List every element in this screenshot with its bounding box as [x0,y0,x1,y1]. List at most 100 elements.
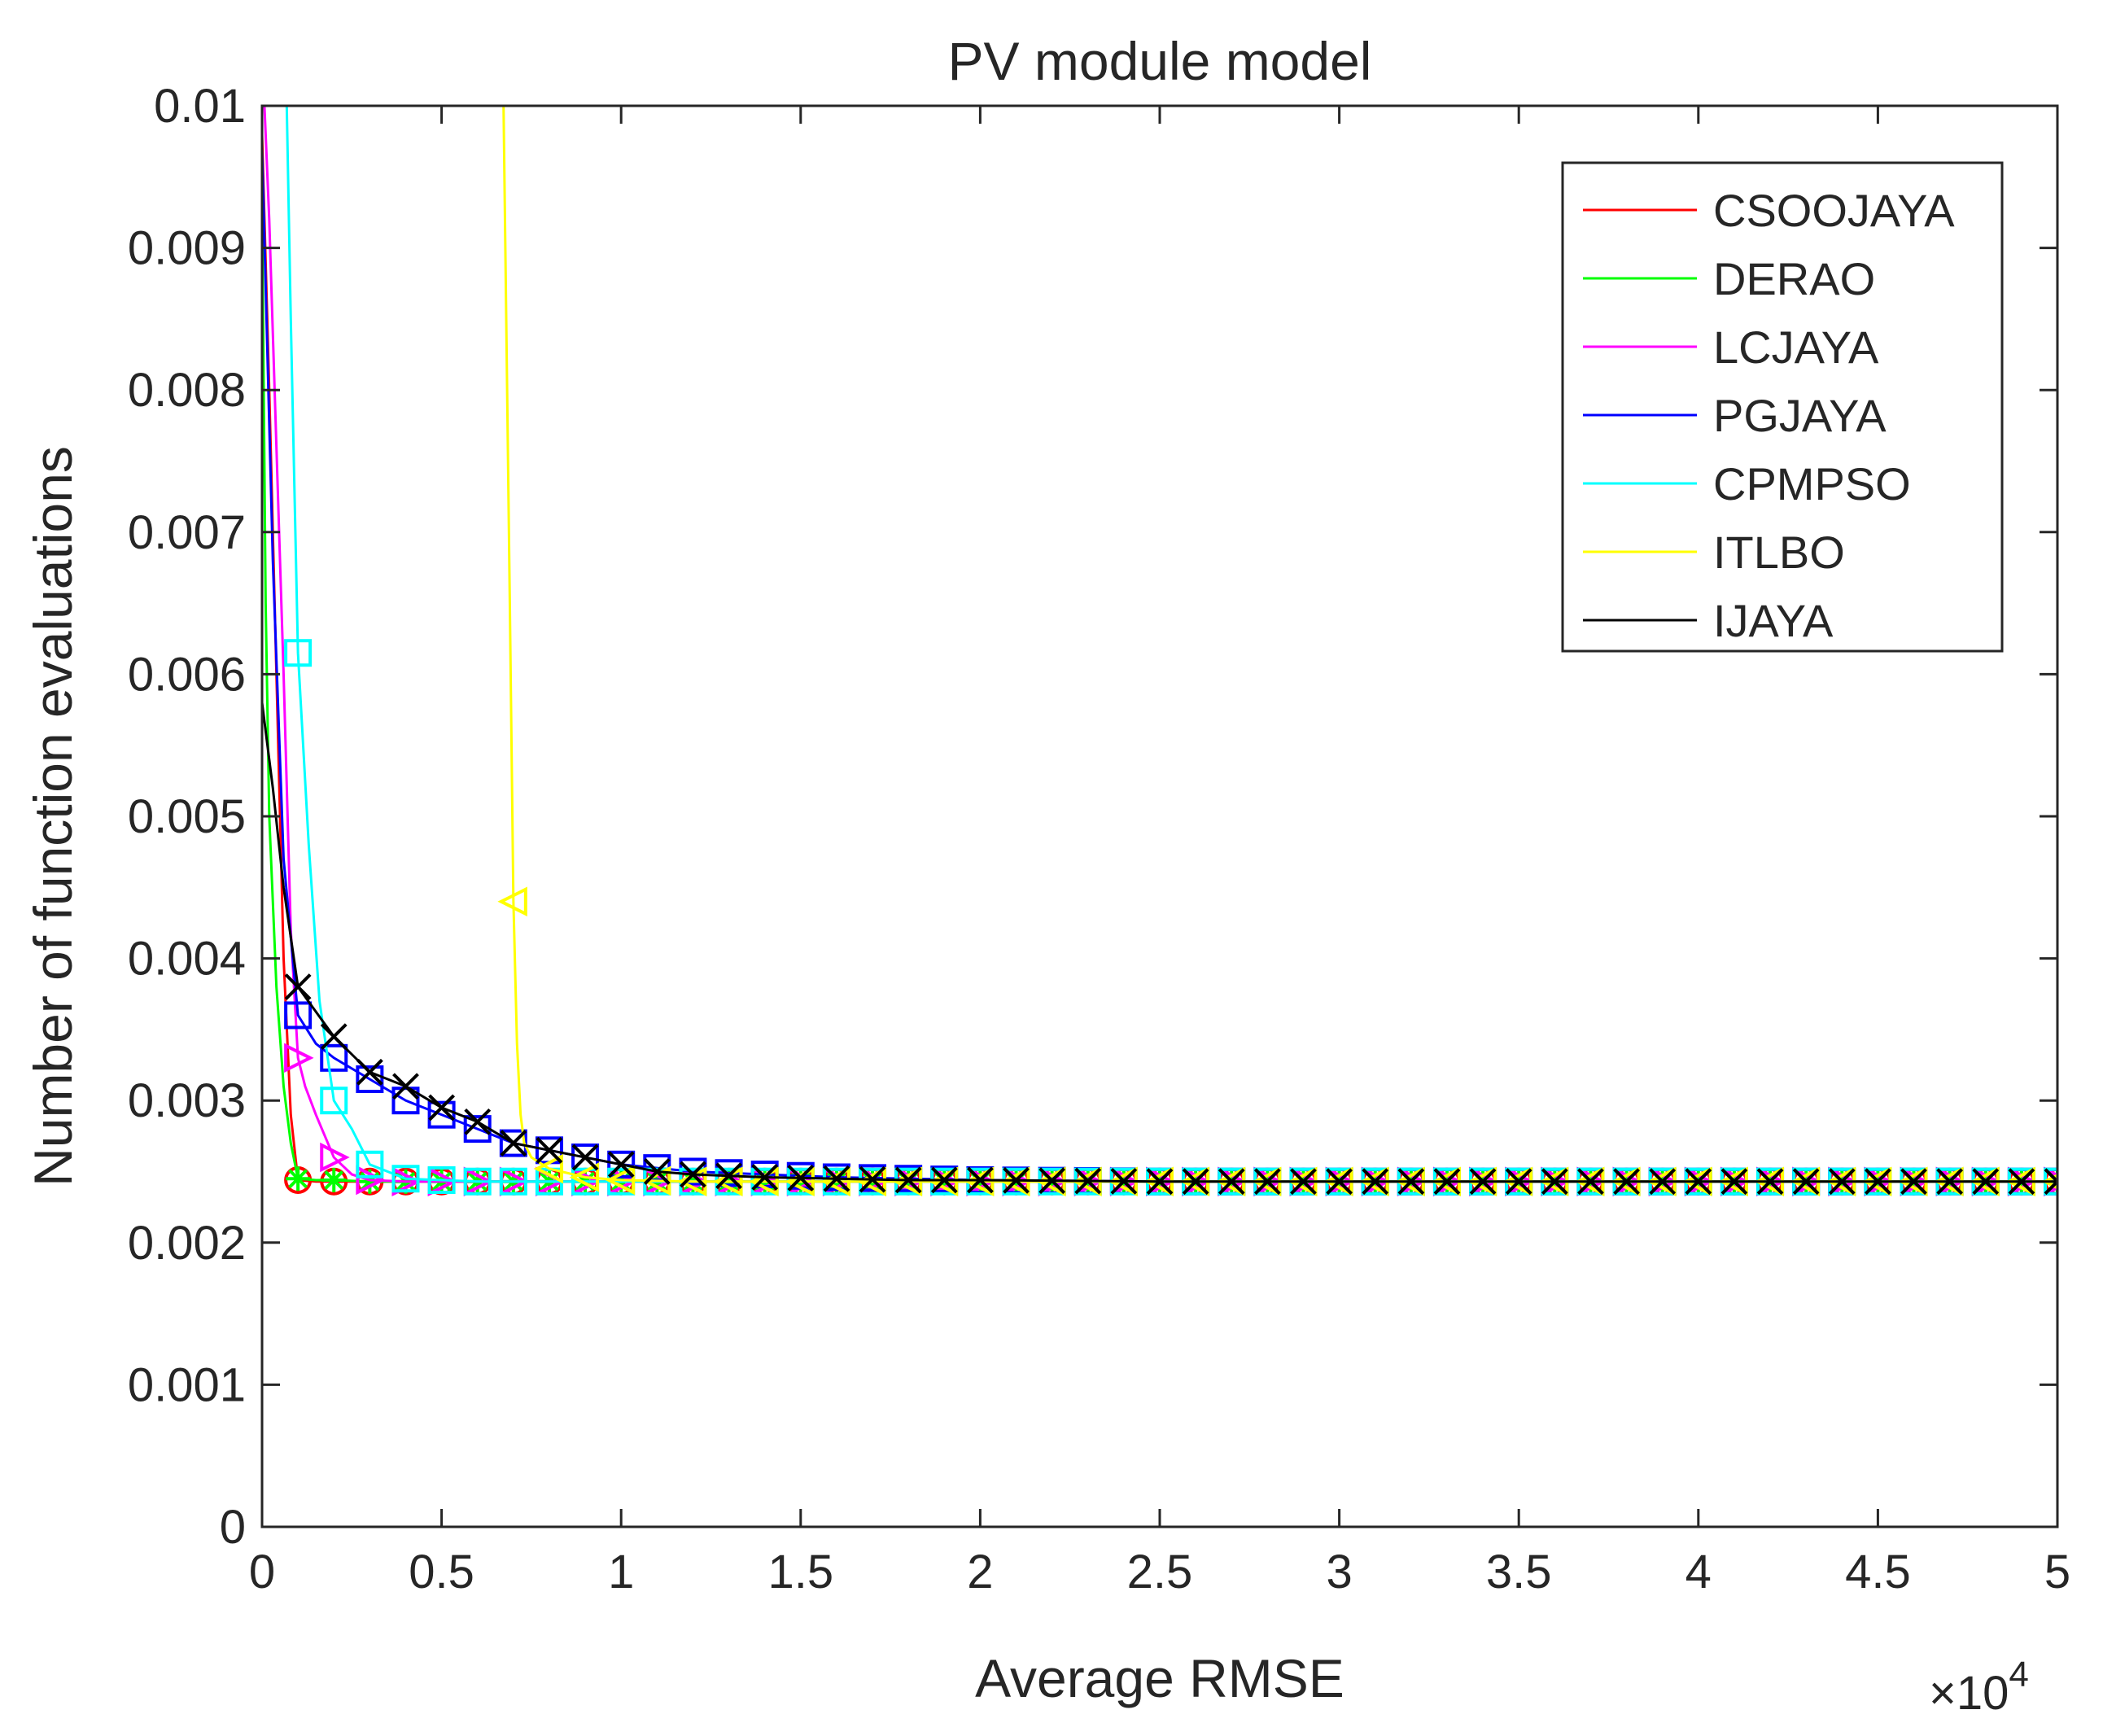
series-marker [321,1167,347,1192]
x-axis-exponent-power: 4 [2009,1655,2028,1694]
series-marker [356,1165,386,1196]
x-tick-label: 3.5 [1486,1546,1552,1598]
series-marker [641,1165,671,1196]
series-marker [2044,1168,2057,1196]
series-marker [428,1094,456,1122]
legend: CSOOJAYA DERAO LCJAYA PGJAYA CPMPSO ITLBO IJAY… [1561,161,2004,653]
series-marker [1290,1168,1317,1196]
series-marker [1505,1168,1532,1196]
series-marker [966,1166,994,1194]
series-marker [680,1161,706,1188]
x-tick-label: 3 [1326,1546,1352,1598]
y-tick-label: 0.009 [128,222,246,275]
series-marker [1936,1168,1964,1196]
x-tick-label: 4 [1685,1546,1712,1598]
series-marker [607,1151,635,1178]
series-marker [1469,1168,1497,1196]
series-marker [427,1100,456,1129]
series-marker [499,1167,527,1196]
series-marker [787,1164,815,1192]
series-marker [1541,1168,1568,1196]
series-marker [751,1164,779,1191]
series-marker [571,1143,599,1171]
series-marker [1433,1168,1461,1196]
legend-label: IJAYA [1713,595,1834,646]
chart-title: PV module model [948,31,1372,91]
series-marker [1003,1166,1030,1194]
series-marker [1685,1168,1712,1196]
x-axis-ticks: 0 0.5 1 1.5 2 2.5 3 3.5 4 4.5 5 [249,106,2070,1598]
y-tick-label: 0.007 [128,506,246,559]
series-ijaya [262,702,2057,1196]
series-marker [1649,1168,1677,1196]
series-marker [859,1165,886,1193]
series-marker [820,1166,850,1196]
series-marker [823,1165,850,1192]
series-marker [1577,1168,1604,1196]
series-marker [284,973,312,1000]
series-marker [356,1150,384,1178]
series-marker [464,1108,492,1135]
legend-items: CSOOJAYA DERAO LCJAYA PGJAYA CPMPSO ITLBO IJAY… [1583,185,1955,646]
x-tick-label: 2 [967,1546,993,1598]
y-tick-label: 0.002 [128,1217,246,1270]
x-axis-label: Average RMSE [975,1648,1344,1708]
series-marker [1362,1168,1389,1196]
x-axis-exponent: ×104 [1929,1655,2029,1720]
series-marker [1792,1168,1820,1196]
series-marker [928,1166,959,1196]
legend-label: LCJAYA [1713,321,1879,373]
series-marker [286,1166,311,1192]
legend-label: ITLBO [1713,527,1845,578]
x-tick-label: 4.5 [1845,1546,1911,1598]
series-marker [500,1130,527,1157]
series-marker [1397,1168,1425,1196]
series-marker [605,1165,636,1196]
series-marker [320,1023,348,1051]
series-marker [1146,1168,1174,1196]
legend-label: DERAO [1713,253,1875,304]
series-marker [499,1129,527,1157]
series-marker [1828,1168,1856,1196]
y-axis-ticks: 0 0.001 0.002 0.003 0.004 0.005 0.006 0.007 0.00… [128,80,2057,1554]
series-marker [1253,1168,1281,1196]
series-marker [391,1165,420,1193]
series-marker [894,1166,922,1194]
legend-label: CSOOJAYA [1713,185,1955,236]
y-tick-label: 0 [220,1501,246,1554]
series-marker [1720,1168,1748,1196]
y-tick-label: 0.003 [128,1074,246,1127]
series-marker [2008,1168,2035,1196]
series-marker [1900,1168,1927,1196]
series-marker [357,1169,383,1194]
x-axis-exponent-base: ×10 [1929,1667,2009,1720]
series-marker [1110,1167,1138,1195]
series-marker [356,1058,383,1086]
series-marker [284,1043,314,1074]
y-tick-label: 0.001 [128,1358,246,1411]
series-marker [320,1043,348,1072]
series-marker [607,1150,636,1178]
series-marker [1074,1167,1102,1195]
x-tick-label: 2.5 [1127,1546,1193,1598]
series-marker [320,1087,348,1115]
y-tick-label: 0.01 [154,80,246,133]
series-marker [536,1136,563,1164]
series-marker [1218,1168,1245,1196]
series-marker [284,1001,313,1030]
x-tick-label: 0 [249,1546,275,1598]
series-marker [392,1073,419,1100]
series-marker [1326,1168,1353,1196]
series-marker [427,1165,456,1194]
y-tick-label: 0.008 [128,364,246,417]
x-tick-label: 5 [2044,1546,2070,1598]
legend-label: PGJAYA [1713,390,1887,441]
series-marker [930,1166,958,1194]
series-marker [892,1166,923,1196]
series-marker [643,1158,671,1185]
series-marker [569,1162,600,1192]
series-marker [356,1065,384,1094]
series-marker [1182,1168,1209,1196]
y-tick-label: 0.005 [128,790,246,843]
series-marker [1864,1168,1891,1196]
